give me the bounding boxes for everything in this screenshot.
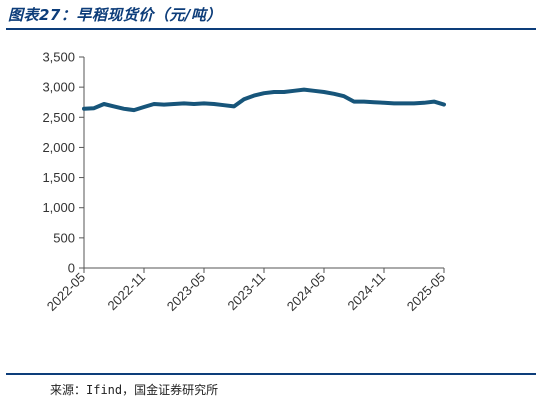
y-axis: 0 500 1,000 1,500 2,000 2,500 3,000 3,500 [42, 50, 85, 276]
y-tick-label: 3,500 [42, 50, 75, 65]
y-tick-label: 1,500 [42, 170, 75, 185]
price-series-line [82, 87, 446, 113]
y-tick-label: 3,000 [42, 80, 75, 95]
y-tick-label: 1,000 [42, 200, 75, 215]
y-tick-label: 500 [53, 230, 75, 245]
x-tick-label: 2024-05 [284, 270, 328, 314]
x-tick-label: 2023-11 [224, 270, 268, 314]
x-tick-label: 2024-11 [344, 270, 388, 314]
y-tick-label: 2,000 [42, 140, 75, 155]
x-tick-label: 2022-11 [104, 270, 148, 314]
y-tick-label: 2,500 [42, 110, 75, 125]
title-divider [6, 28, 536, 30]
y-tick-label: 0 [68, 261, 75, 276]
x-axis: 2022-05 2022-11 2023-05 2023-11 2024-05 2024-… [44, 267, 448, 314]
chart-title: 图表27：早稻现货价（元/吨） [8, 6, 222, 24]
series-layer [82, 87, 446, 113]
source-divider [6, 373, 536, 375]
x-tick-label: 2023-05 [164, 270, 208, 314]
source-note: 来源：Ifind，国金证券研究所 [50, 383, 219, 397]
x-tick-label: 2022-05 [44, 270, 88, 314]
x-tick-label: 2025-05 [404, 270, 448, 314]
